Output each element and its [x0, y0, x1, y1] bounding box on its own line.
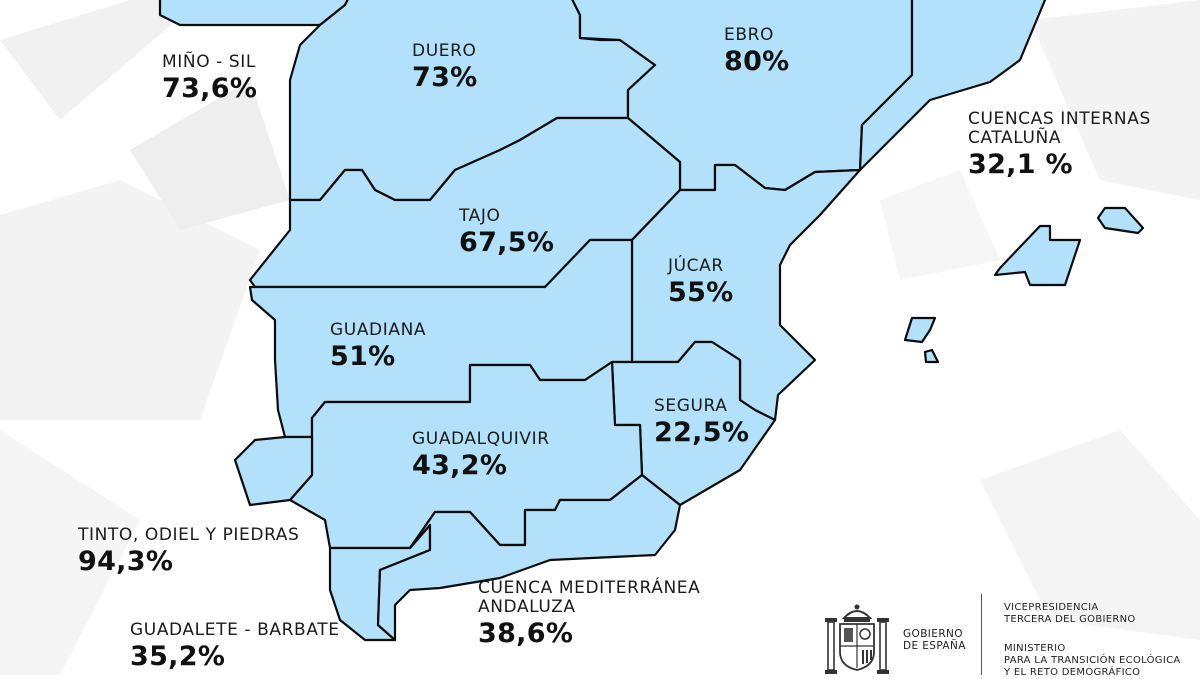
label-duero: DUERO 73%: [412, 41, 478, 93]
gobierno-de-espana: GOBIERNO DE ESPAÑA: [903, 628, 966, 652]
vice-line2: TERCERA DEL GOBIERNO: [1004, 614, 1136, 625]
basin-name: DUERO: [412, 41, 477, 61]
island-formentera: [923, 348, 940, 364]
basin-name-line2: ANDALUZA: [478, 597, 576, 617]
label-jucar: JÚCAR 55%: [668, 256, 734, 308]
basin-name-line1: CUENCAS INTERNAS: [968, 109, 1151, 129]
basin-value: 32,1 %: [968, 149, 1073, 180]
gobierno-line1: GOBIERNO: [903, 628, 963, 640]
basin-value: 94,3%: [78, 546, 174, 577]
basin-name-line2: CATALUÑA: [968, 128, 1062, 148]
basin-mino-sil: [158, 0, 349, 27]
ministerio-line2: PARA LA TRANSICIÓN ECOLÓGICA: [1004, 655, 1181, 666]
label-guadalete-barbate: GUADALETE - BARBATE 35,2%: [130, 620, 340, 672]
basin-name: GUADALETE - BARBATE: [130, 620, 340, 640]
basin-value: 73%: [412, 62, 478, 93]
basin-value: 38,6%: [478, 618, 574, 649]
basin-name: MIÑO - SIL: [162, 52, 256, 72]
basin-value: 35,2%: [130, 641, 226, 672]
basin-name: TINTO, ODIEL Y PIEDRAS: [78, 525, 300, 545]
vice-line1: VICEPRESIDENCIA: [1004, 602, 1099, 613]
island-menorca: [1096, 206, 1145, 235]
basin-value: 73,6%: [162, 73, 258, 104]
basin-value: 80%: [724, 46, 790, 77]
basin-name: SEGURA: [654, 396, 728, 416]
label-guadiana: GUADIANA 51%: [330, 320, 427, 372]
label-tajo: TAJO 67,5%: [459, 206, 555, 258]
label-tinto-odiel-piedras: TINTO, ODIEL Y PIEDRAS 94,3%: [78, 525, 300, 577]
basin-cuenca-mediterranea: [376, 473, 682, 642]
ministerio-line1: MINISTERIO: [1004, 643, 1066, 654]
basin-name: GUADALQUIVIR: [412, 429, 550, 449]
footer-divider: [981, 594, 982, 675]
gobierno-line2: DE ESPAÑA: [903, 640, 966, 653]
ministerio-line3: Y EL RETO DEMOGRÁFICO: [1004, 667, 1141, 678]
basin-value: 67,5%: [459, 227, 555, 258]
label-cuencas-internas: CUENCAS INTERNAS CATALUÑA 32,1 %: [968, 109, 1151, 180]
basin-value: 55%: [668, 277, 734, 308]
basin-tinto-odiel-piedras: [233, 435, 314, 507]
basin-value: 51%: [330, 341, 396, 372]
island-mallorca: [993, 224, 1082, 287]
island-ibiza: [903, 316, 937, 344]
ministerio-text: MINISTERIO PARA LA TRANSICIÓN ECOLÓGICA …: [1004, 643, 1181, 679]
basin-cuencas-internas: [858, 0, 1047, 172]
basin-name: JÚCAR: [668, 256, 724, 276]
label-ebro: EBRO 80%: [724, 25, 790, 77]
basin-name: EBRO: [724, 25, 774, 45]
basin-value: 22,5%: [654, 417, 750, 448]
label-guadalquivir: GUADALQUIVIR 43,2%: [412, 429, 550, 481]
label-cuenca-mediterranea: CUENCA MEDITERRÁNEA ANDALUZA 38,6%: [478, 578, 701, 649]
basin-value: 43,2%: [412, 450, 508, 481]
coat-of-arms-icon: [825, 604, 889, 674]
basin-name-line1: CUENCA MEDITERRÁNEA: [478, 578, 701, 598]
vicepresidencia-text: VICEPRESIDENCIA TERCERA DEL GOBIERNO: [1004, 602, 1136, 626]
label-segura: SEGURA 22,5%: [654, 396, 750, 448]
label-mino-sil: MIÑO - SIL 73,6%: [162, 52, 258, 104]
basin-name: GUADIANA: [330, 320, 427, 340]
basin-name: TAJO: [459, 206, 501, 226]
